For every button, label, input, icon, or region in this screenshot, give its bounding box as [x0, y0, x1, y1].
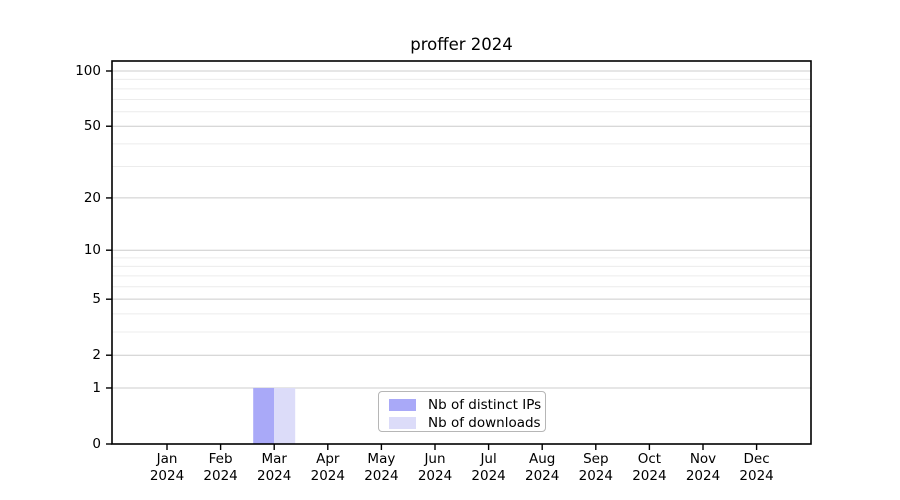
chart-title: proffer 2024: [410, 35, 513, 54]
y-tick-label-100: 100: [75, 62, 101, 79]
x-tick-label-feb: Feb 2024: [203, 451, 238, 484]
y-tick-label-5: 5: [92, 291, 101, 308]
legend-swatch-downloads: [389, 416, 416, 429]
x-tick-label-jan: Jan 2024: [149, 451, 185, 484]
y-tick-label-2: 2: [92, 347, 101, 364]
legend: Nb of distinct IPs Nb of downloads: [378, 391, 546, 432]
x-tick-label-jul: Jul 2024: [471, 451, 506, 484]
legend-item-downloads: Nb of downloads: [389, 414, 545, 431]
y-tick-label-10: 10: [83, 242, 101, 259]
y-tick-label-1: 1: [92, 379, 101, 396]
x-tick-label-aug: Aug 2024: [525, 451, 560, 484]
x-tick-label-oct: Oct 2024: [632, 451, 667, 484]
x-tick-label-jun: Jun 2024: [417, 451, 453, 484]
x-tick-label-dec: Dec 2024: [739, 451, 774, 484]
x-tick-label-sep: Sep 2024: [578, 451, 613, 484]
x-tick-label-nov: Nov 2024: [685, 451, 721, 484]
x-tick-label-apr: Apr 2024: [310, 451, 345, 484]
y-tick-label-0: 0: [92, 436, 101, 452]
bar-series1-mar: [274, 387, 296, 444]
y-tick-label-50: 50: [83, 118, 101, 135]
bar-series0-mar: [253, 387, 275, 444]
legend-label-distinct-ips: Nb of distinct IPs: [428, 396, 542, 413]
x-tick-label-mar: Mar 2024: [257, 451, 292, 484]
legend-label-downloads: Nb of downloads: [428, 414, 541, 431]
axes-spines: [111, 60, 812, 445]
legend-item-distinct-ips: Nb of distinct IPs: [389, 396, 545, 413]
x-tick-label-may: May 2024: [364, 451, 399, 484]
legend-swatch-distinct-ips: [389, 398, 416, 411]
y-tick-label-20: 20: [83, 189, 101, 206]
